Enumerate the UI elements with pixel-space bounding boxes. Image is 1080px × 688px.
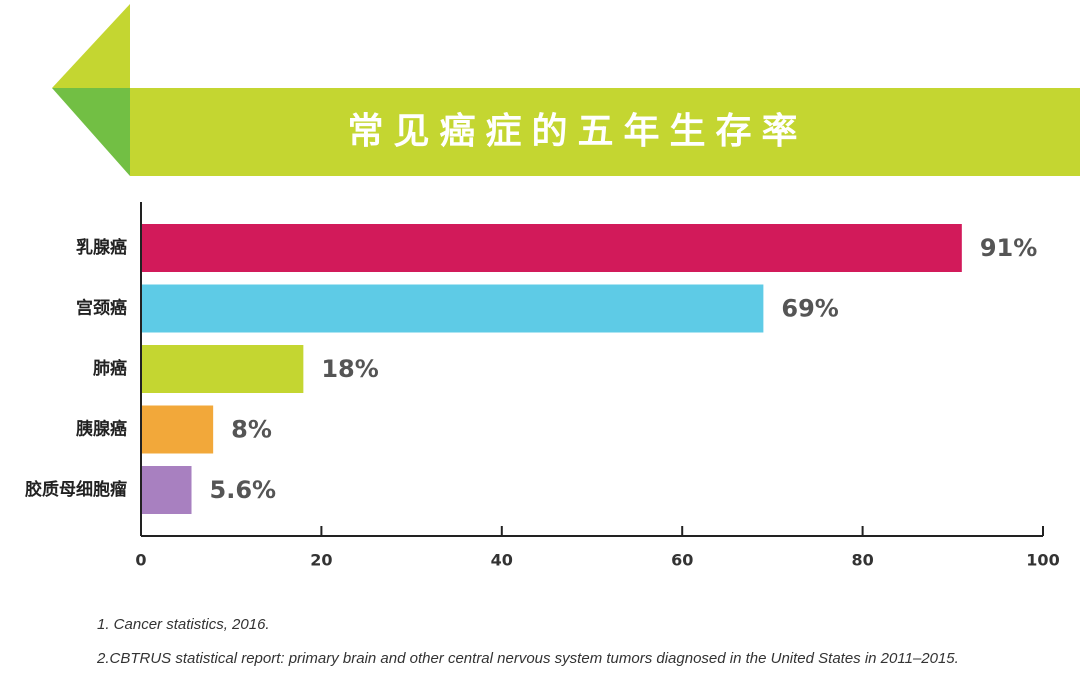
bar-2 <box>141 345 304 393</box>
bar-0 <box>141 224 962 272</box>
value-label-4: 5.6% <box>210 476 277 504</box>
banner-arrow-upper <box>52 4 130 88</box>
footnote-2: 2.CBTRUS statistical report: primary bra… <box>97 650 959 667</box>
bar-4 <box>141 466 192 514</box>
category-label-4: 胶质母细胞瘤 <box>25 479 127 500</box>
x-tick-label-1: 20 <box>310 551 332 570</box>
x-tick-label-3: 60 <box>671 551 693 570</box>
value-label-1: 69% <box>781 295 838 323</box>
category-label-1: 宫颈癌 <box>76 298 127 319</box>
value-label-3: 8% <box>231 416 272 444</box>
category-label-2: 肺癌 <box>93 358 127 379</box>
chart-title: 常见癌症的五年生存率 <box>347 111 808 152</box>
banner-arrow-lower <box>52 88 130 176</box>
x-tick-label-4: 80 <box>851 551 873 570</box>
x-tick-label-5: 100 <box>1026 551 1059 570</box>
axes-layer: 0 20 40 60 80 100 <box>135 202 1060 570</box>
bars-layer: 乳腺癌 91% 宫颈癌 69% 肺癌 18% 胰腺癌 8% 胶质母细胞瘤 5.6% <box>25 224 1037 514</box>
value-label-2: 18% <box>321 355 378 383</box>
value-label-0: 91% <box>980 234 1037 262</box>
category-label-3: 胰腺癌 <box>76 419 127 440</box>
category-label-0: 乳腺癌 <box>76 237 127 258</box>
bar-chart: 乳腺癌 91% 宫颈癌 69% 肺癌 18% 胰腺癌 8% 胶质母细胞瘤 5.6% 0 20 40 60… <box>25 202 1060 570</box>
footnote-1: 1. Cancer statistics, 2016. <box>97 616 270 633</box>
bar-1 <box>141 284 764 333</box>
title-banner <box>52 4 1080 176</box>
x-tick-label-2: 40 <box>491 551 513 570</box>
x-tick-label-0: 0 <box>135 551 146 570</box>
banner-bar <box>130 88 1080 176</box>
bar-3 <box>141 405 214 454</box>
